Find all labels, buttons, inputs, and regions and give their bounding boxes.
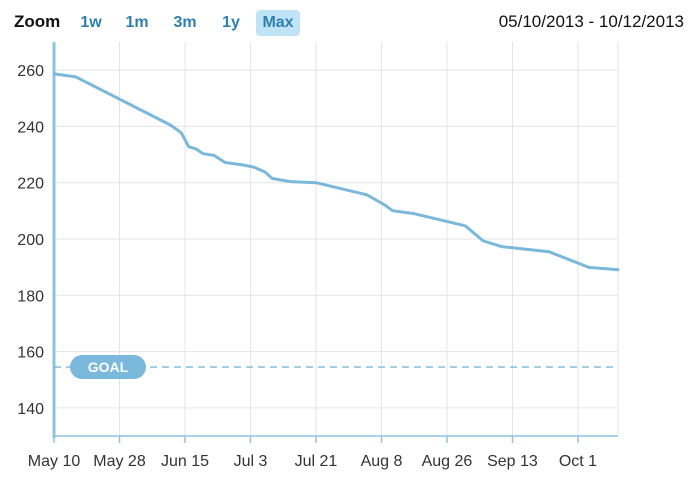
goal-badge: [70, 355, 146, 380]
zoom-1m-button[interactable]: 1m: [125, 14, 149, 31]
date-range-display: 05/10/2013 - 10/12/2013: [498, 12, 684, 31]
zoom-1y-button[interactable]: 1y: [222, 14, 240, 31]
y-tick-label: 260: [17, 63, 44, 80]
y-tick-label: 180: [17, 288, 44, 305]
x-tick-label: Aug 8: [361, 453, 403, 470]
x-tick-label: Oct 1: [559, 453, 597, 470]
x-tick-label: Jul 21: [295, 453, 338, 470]
zoom-toolbar: Zoom 1w 1m 3m 1y Max 05/10/2013 - 10/12/…: [0, 0, 700, 44]
zoom-label: Zoom: [14, 12, 61, 31]
y-tick-label: 140: [17, 401, 44, 418]
y-tick-label: 220: [17, 176, 44, 193]
x-tick-label: Aug 26: [422, 453, 473, 470]
goal-label: GOAL: [88, 359, 129, 375]
y-tick-label: 200: [17, 232, 44, 249]
y-tick-label: 240: [17, 119, 44, 136]
zoom-3m-button[interactable]: 3m: [173, 14, 197, 31]
zoom-1w-button[interactable]: 1w: [80, 14, 102, 31]
zoom-max-button[interactable]: Max: [256, 10, 300, 36]
x-tick-label: Jun 15: [161, 453, 209, 470]
y-tick-label: 160: [17, 345, 44, 362]
weight-series-line: [52, 72, 620, 272]
x-tick-label: Sep 13: [487, 453, 538, 470]
x-tick-label: May 10: [28, 453, 81, 470]
x-tick-label: Jul 3: [234, 453, 268, 470]
x-tick-label: May 28: [93, 453, 146, 470]
